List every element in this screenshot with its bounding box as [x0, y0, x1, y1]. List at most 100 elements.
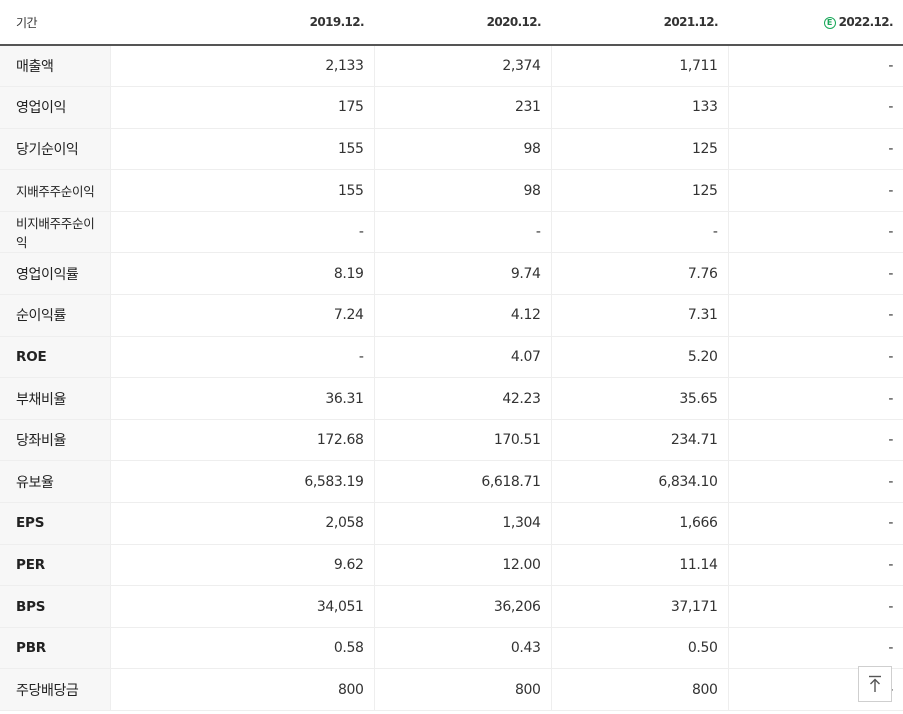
cell-2020: 9.74: [373, 252, 551, 296]
period-header-2022-label: 2022.12.: [838, 15, 894, 29]
cell-2022: -: [727, 45, 903, 88]
cell-2021: 1,711: [550, 45, 728, 88]
cell-2022: -: [727, 585, 903, 628]
cell-2021: 125: [550, 128, 728, 171]
cell-2020: 170.51: [373, 419, 551, 462]
period-header-label: 기간: [0, 0, 110, 46]
cell-2021: 234.71: [550, 419, 728, 462]
cell-2021: 1,666: [550, 502, 728, 545]
table-row: PBR 0.58 0.43 0.50-: [0, 627, 903, 670]
cell-2020: 800: [373, 668, 551, 711]
cell-2020: 4.07: [373, 336, 551, 379]
cell-2020: 42.23: [373, 377, 551, 420]
cell-2022: -: [727, 294, 903, 337]
cell-2022: -: [727, 627, 903, 670]
cell-2019: 7.24: [109, 294, 374, 337]
table-row: 비지배주주순이익 - - - -: [0, 211, 903, 254]
row-label: EPS: [0, 502, 110, 545]
cell-2022: -: [727, 169, 903, 212]
row-label: 지배주주순이익: [0, 169, 110, 212]
row-label: 순이익률: [0, 294, 110, 337]
table-row: 유보율 6,583.19 6,618.71 6,834.10-: [0, 460, 903, 504]
cell-2022: -: [727, 377, 903, 420]
cell-2022: -: [727, 460, 903, 504]
period-header-2022-estimate: E 2022.12.: [728, 0, 903, 46]
row-label: 당좌비율: [0, 419, 110, 462]
cell-2021: 800: [550, 668, 728, 711]
cell-2020: 98: [373, 128, 551, 171]
cell-2021: 7.31: [550, 294, 728, 337]
cell-2021: 5.20: [550, 336, 728, 379]
row-label: 영업이익: [0, 86, 110, 129]
cell-2022: -: [727, 86, 903, 129]
cell-2020: 2,374: [373, 45, 551, 88]
cell-2019: -: [109, 211, 374, 254]
row-label: 유보율: [0, 460, 110, 504]
cell-2019: 172.68: [109, 419, 374, 462]
cell-2021: 125: [550, 169, 728, 212]
cell-2019: -: [109, 336, 374, 379]
table-row: 지배주주순이익 155 98 125-: [0, 169, 903, 212]
period-header-2021: 2021.12.: [551, 0, 728, 46]
cell-2020: 4.12: [373, 294, 551, 337]
cell-2019: 175: [109, 86, 374, 129]
table-row: ROE -4.07 5.20-: [0, 336, 903, 379]
table-row: 영업이익 175 231 133-: [0, 86, 903, 129]
row-label: BPS: [0, 585, 110, 628]
cell-2022: -: [727, 211, 903, 254]
cell-2019: 2,133: [109, 45, 374, 88]
cell-2022: -: [727, 128, 903, 171]
row-label: 매출액: [0, 45, 110, 88]
cell-2019: 2,058: [109, 502, 374, 545]
cell-2020: 98: [373, 169, 551, 212]
table-row: 영업이익률 8.19 9.74 7.76-: [0, 252, 903, 296]
cell-2022: -: [727, 419, 903, 462]
row-label: PBR: [0, 627, 110, 670]
table-row: 당좌비율 172.68 170.51 234.71-: [0, 419, 903, 462]
row-label: 비지배주주순이익: [0, 211, 110, 254]
cell-2021: 6,834.10: [550, 460, 728, 504]
cell-2019: 800: [109, 668, 374, 711]
cell-2022: -: [727, 544, 903, 587]
cell-2021: 37,171: [550, 585, 728, 628]
cell-2020: 231: [373, 86, 551, 129]
cell-2020: 36,206: [373, 585, 551, 628]
cell-2019: 6,583.19: [109, 460, 374, 504]
row-label: ROE: [0, 336, 110, 379]
table-row: EPS 2,058 1,304 1,666-: [0, 502, 903, 545]
cell-2019: 34,051: [109, 585, 374, 628]
cell-2020: 12.00: [373, 544, 551, 587]
table-header-row: 기간 2019.12. 2020.12. 2021.12. E 2022.12.: [0, 0, 903, 46]
cell-2022: -: [727, 336, 903, 379]
cell-2019: 9.62: [109, 544, 374, 587]
cell-2021: 35.65: [550, 377, 728, 420]
cell-2020: -: [373, 211, 551, 254]
row-label: 영업이익률: [0, 252, 110, 296]
table-row: 매출액 2,133 2,374 1,711-: [0, 45, 903, 88]
table-row: 당기순이익 155 98 125-: [0, 128, 903, 171]
cell-2019: 155: [109, 169, 374, 212]
table-row: 순이익률 7.24 4.12 7.31-: [0, 294, 903, 337]
cell-2019: 0.58: [109, 627, 374, 670]
row-label: 부채비율: [0, 377, 110, 420]
table-row: BPS 34,051 36,206 37,171-: [0, 585, 903, 628]
cell-2021: 0.50: [550, 627, 728, 670]
cell-2021: 7.76: [550, 252, 728, 296]
cell-2019: 155: [109, 128, 374, 171]
scroll-to-top-button[interactable]: [858, 666, 892, 702]
cell-2021: 133: [550, 86, 728, 129]
row-label: 당기순이익: [0, 128, 110, 171]
cell-2021: -: [550, 211, 728, 254]
arrow-up-to-top-icon: [869, 675, 881, 692]
cell-2019: 36.31: [109, 377, 374, 420]
row-label: PER: [0, 544, 110, 587]
cell-2020: 0.43: [373, 627, 551, 670]
period-header-2020: 2020.12.: [374, 0, 551, 46]
table-row: 부채비율 36.31 42.23 35.65-: [0, 377, 903, 420]
cell-2020: 6,618.71: [373, 460, 551, 504]
cell-2020: 1,304: [373, 502, 551, 545]
period-header-2019: 2019.12.: [110, 0, 374, 46]
